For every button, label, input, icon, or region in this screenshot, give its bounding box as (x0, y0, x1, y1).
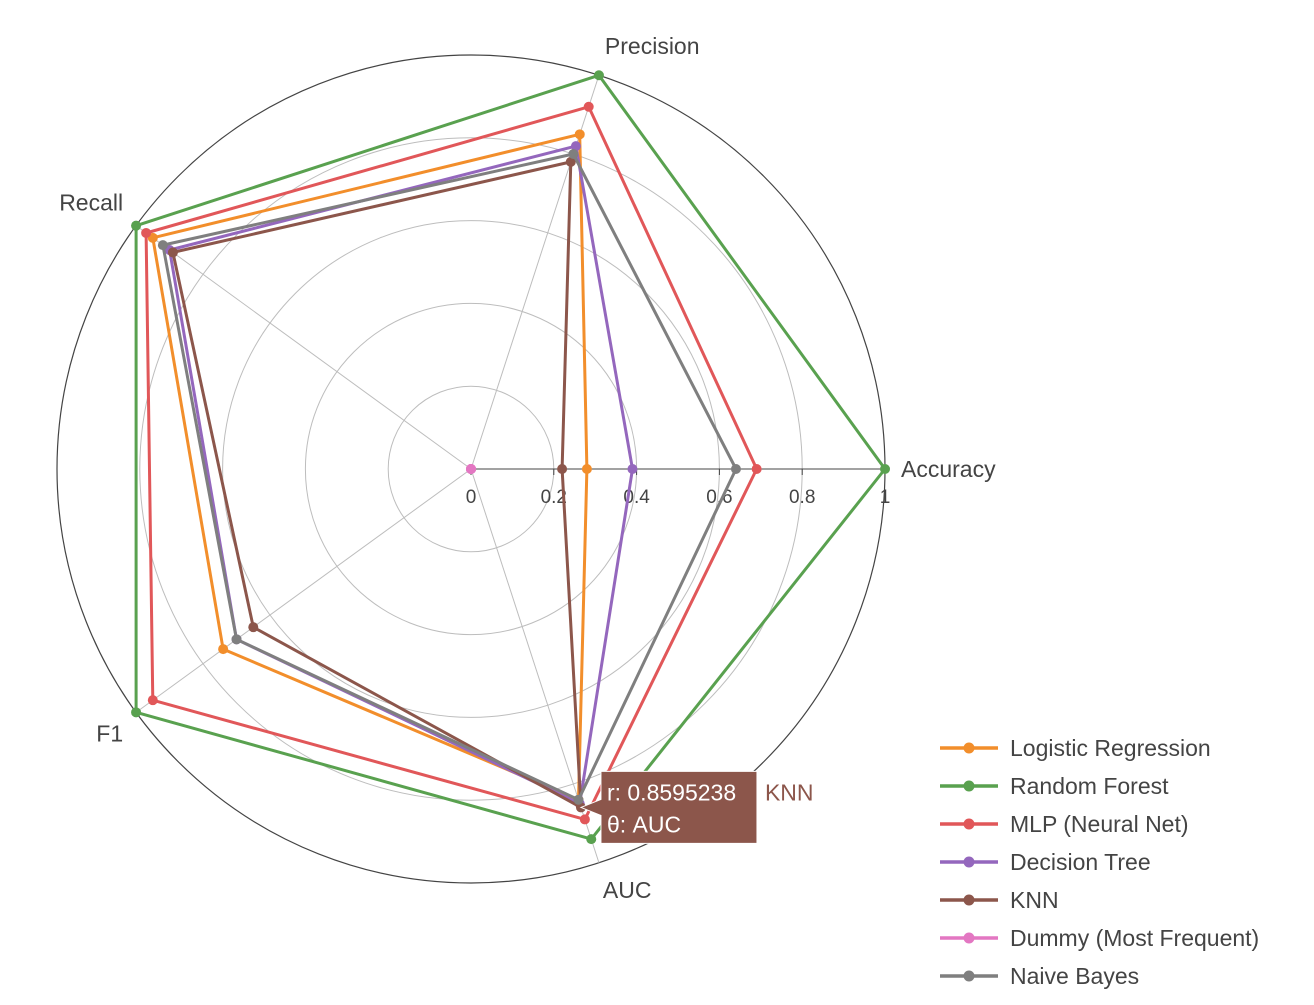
legend-swatch-marker (963, 970, 975, 982)
legend[interactable]: Logistic Regression Random Forest MLP (Neu… (940, 735, 1259, 989)
radial-tick-label: 0 (466, 487, 477, 508)
series-naive-bayes[interactable] (157, 149, 741, 805)
data-point-knn-recall[interactable] (167, 247, 178, 258)
legend-swatch-marker (963, 894, 975, 906)
data-point-logistic-regression-precision[interactable] (574, 129, 585, 140)
legend-swatch-marker (963, 932, 975, 944)
spoke-precision (470, 75, 600, 470)
spoke-recall (135, 225, 472, 470)
legend-label: KNN (1010, 887, 1059, 913)
series-line-knn[interactable] (171, 160, 583, 809)
data-point-mlp-neural-net-accuracy[interactable] (751, 464, 762, 474)
data-point-mlp-neural-net-f1[interactable] (147, 695, 158, 706)
series-dummy-most-frequent[interactable] (466, 464, 476, 474)
legend-item-random-forest[interactable]: Random Forest (940, 773, 1169, 799)
legend-label: MLP (Neural Net) (1010, 811, 1189, 837)
legend-item-dummy-most-frequent[interactable]: Dummy (Most Frequent) (940, 925, 1259, 951)
axis-label-auc: AUC (603, 877, 652, 903)
radial-tick-labels: 0 0.2 0.4 0.6 0.8 1 (466, 487, 891, 508)
legend-label: Logistic Regression (1010, 735, 1211, 761)
radial-tick-label: 1 (880, 487, 891, 508)
data-point-mlp-neural-net-auc[interactable] (579, 814, 590, 825)
legend-item-mlp-neural-net[interactable]: MLP (Neural Net) (940, 811, 1189, 837)
data-point-naive-bayes-f1[interactable] (231, 634, 242, 645)
data-point-mlp-neural-net-recall[interactable] (141, 227, 152, 238)
legend-label: Dummy (Most Frequent) (1010, 925, 1259, 951)
data-point-decision-tree-precision[interactable] (570, 141, 581, 152)
series-random-forest[interactable] (131, 70, 890, 845)
legend-item-naive-bayes[interactable]: Naive Bayes (940, 963, 1139, 989)
tooltip-box (579, 770, 758, 844)
tooltip-r-value: r: 0.8595238 (607, 779, 736, 805)
data-point-naive-bayes-recall[interactable] (157, 240, 168, 251)
legend-swatch-marker (963, 818, 975, 830)
data-point-naive-bayes-precision[interactable] (568, 149, 579, 160)
legend-item-decision-tree[interactable]: Decision Tree (940, 849, 1151, 875)
legend-label: Random Forest (1010, 773, 1169, 799)
data-point-random-forest-recall[interactable] (131, 220, 142, 231)
legend-swatch-marker (963, 742, 975, 754)
legend-item-knn[interactable]: KNN (940, 887, 1059, 913)
hover-tooltip: r: 0.8595238 θ: AUC KNN (579, 770, 814, 844)
data-point-knn-precision[interactable] (565, 156, 576, 167)
axis-label-recall: Recall (59, 189, 123, 215)
radial-tick-label: 0.8 (789, 487, 815, 508)
axis-label-precision: Precision (605, 33, 700, 59)
legend-item-logistic-regression[interactable]: Logistic Regression (940, 735, 1211, 761)
data-point-random-forest-accuracy[interactable] (880, 464, 890, 474)
data-point-naive-bayes-auc[interactable] (573, 794, 584, 805)
legend-swatch-marker (963, 856, 975, 868)
data-point-logistic-regression-f1[interactable] (218, 644, 229, 655)
series-line-mlp-neural-net[interactable] (144, 105, 759, 821)
series-line-random-forest[interactable] (134, 73, 887, 841)
series-line-decision-tree[interactable] (168, 144, 634, 806)
angular-axis-labels: Accuracy Precision Recall F1 AUC (59, 33, 996, 903)
legend-swatch-marker (963, 780, 975, 792)
data-point-dummy-most-frequent-auc[interactable] (466, 464, 476, 474)
spoke-f1 (135, 468, 472, 713)
series-traces (131, 70, 890, 845)
data-point-random-forest-precision[interactable] (593, 70, 604, 81)
data-point-random-forest-auc[interactable] (586, 834, 597, 845)
polar-grid (56, 54, 886, 884)
data-point-logistic-regression-accuracy[interactable] (581, 464, 592, 474)
series-line-naive-bayes[interactable] (161, 152, 738, 802)
data-point-decision-tree-accuracy[interactable] (627, 464, 638, 474)
data-point-mlp-neural-net-precision[interactable] (583, 101, 594, 112)
data-point-naive-bayes-accuracy[interactable] (730, 464, 741, 474)
data-point-random-forest-f1[interactable] (131, 707, 142, 718)
series-mlp-neural-net[interactable] (141, 101, 762, 825)
tooltip-theta-value: θ: AUC (607, 811, 681, 837)
axis-label-f1: F1 (96, 721, 123, 747)
data-point-knn-accuracy[interactable] (557, 464, 568, 474)
legend-label: Decision Tree (1010, 849, 1151, 875)
series-line-logistic-regression[interactable] (151, 132, 589, 802)
radial-tick-label: 0.2 (541, 487, 567, 508)
tooltip-series-name: KNN (765, 779, 814, 805)
legend-label: Naive Bayes (1010, 963, 1139, 989)
axis-label-accuracy: Accuracy (901, 456, 996, 482)
data-point-knn-f1[interactable] (248, 622, 259, 633)
